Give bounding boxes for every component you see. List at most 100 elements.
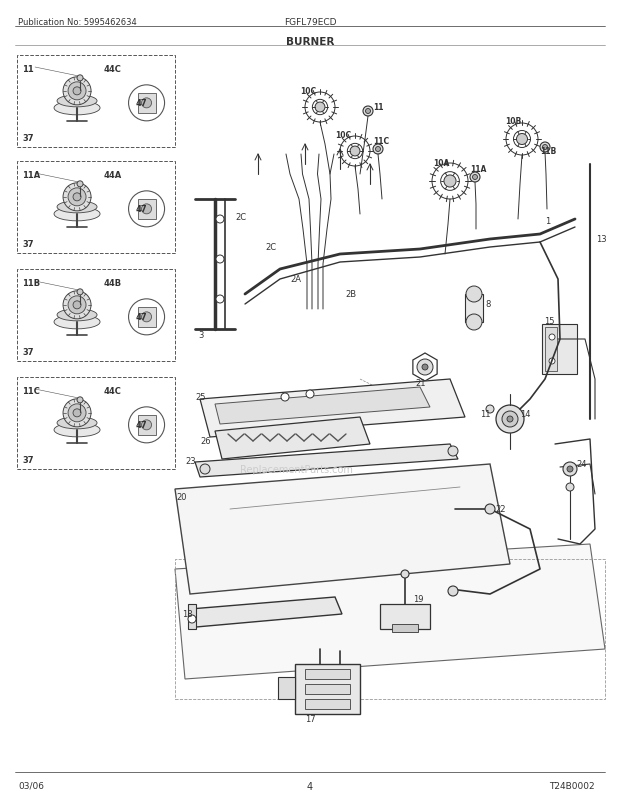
Text: 19: 19 bbox=[413, 595, 423, 604]
Bar bbox=[305, 669, 350, 679]
Polygon shape bbox=[195, 444, 458, 477]
Circle shape bbox=[422, 365, 428, 371]
Text: Publication No: 5995462634: Publication No: 5995462634 bbox=[18, 18, 137, 27]
Circle shape bbox=[200, 464, 210, 475]
Circle shape bbox=[141, 99, 151, 109]
Circle shape bbox=[77, 290, 83, 295]
Text: FGFL79ECD: FGFL79ECD bbox=[284, 18, 336, 27]
Bar bbox=[465, 294, 483, 322]
Text: 10C: 10C bbox=[300, 87, 316, 96]
Bar bbox=[380, 604, 430, 630]
Text: 14: 14 bbox=[520, 410, 531, 419]
Text: 11C: 11C bbox=[22, 387, 40, 395]
Circle shape bbox=[281, 394, 289, 402]
Text: 03/06: 03/06 bbox=[18, 781, 44, 790]
Text: 44A: 44A bbox=[104, 171, 122, 180]
Polygon shape bbox=[188, 604, 196, 630]
Circle shape bbox=[68, 188, 86, 207]
Circle shape bbox=[128, 407, 164, 444]
Circle shape bbox=[444, 176, 456, 188]
Circle shape bbox=[485, 504, 495, 514]
Bar bbox=[17, 269, 175, 362]
Text: 11C: 11C bbox=[373, 137, 389, 146]
Text: 10B: 10B bbox=[505, 117, 521, 127]
Bar bbox=[17, 162, 175, 253]
Circle shape bbox=[141, 420, 151, 431]
Text: 10C: 10C bbox=[335, 132, 351, 140]
Circle shape bbox=[466, 314, 482, 330]
Text: 37: 37 bbox=[22, 347, 33, 357]
Text: 25: 25 bbox=[195, 393, 205, 402]
Text: 47: 47 bbox=[136, 421, 148, 430]
Ellipse shape bbox=[54, 423, 100, 437]
Bar bbox=[175, 559, 605, 699]
Text: 22: 22 bbox=[495, 505, 505, 514]
Text: 37: 37 bbox=[22, 456, 33, 464]
Ellipse shape bbox=[57, 201, 97, 213]
Circle shape bbox=[68, 297, 86, 314]
Circle shape bbox=[470, 172, 480, 183]
Bar bbox=[295, 664, 360, 714]
Ellipse shape bbox=[57, 95, 97, 107]
Circle shape bbox=[376, 148, 381, 152]
Circle shape bbox=[542, 145, 547, 150]
Text: 21: 21 bbox=[415, 379, 425, 388]
Circle shape bbox=[63, 399, 91, 427]
Circle shape bbox=[401, 570, 409, 578]
Circle shape bbox=[563, 463, 577, 476]
Text: 2C: 2C bbox=[235, 213, 246, 222]
Circle shape bbox=[216, 296, 224, 304]
Text: ReplacementParts.com: ReplacementParts.com bbox=[240, 464, 353, 475]
Bar bbox=[138, 415, 156, 435]
Circle shape bbox=[77, 75, 83, 82]
Circle shape bbox=[128, 192, 164, 228]
Bar bbox=[17, 56, 175, 148]
Text: 11: 11 bbox=[480, 410, 490, 419]
Circle shape bbox=[448, 447, 458, 456]
Circle shape bbox=[73, 87, 81, 95]
Text: 11A: 11A bbox=[470, 165, 486, 174]
Bar bbox=[545, 327, 557, 371]
Bar bbox=[542, 325, 577, 375]
Circle shape bbox=[486, 406, 494, 414]
Circle shape bbox=[466, 286, 482, 302]
Bar bbox=[138, 94, 156, 114]
Circle shape bbox=[567, 467, 573, 472]
Text: T24B0002: T24B0002 bbox=[549, 781, 595, 790]
Text: 4: 4 bbox=[307, 781, 313, 791]
Circle shape bbox=[73, 193, 81, 201]
Circle shape bbox=[306, 391, 314, 399]
Circle shape bbox=[366, 109, 371, 115]
Circle shape bbox=[63, 184, 91, 212]
Text: 37: 37 bbox=[22, 240, 33, 249]
Text: 11: 11 bbox=[22, 65, 33, 74]
Polygon shape bbox=[190, 597, 342, 627]
Text: 26: 26 bbox=[200, 437, 211, 446]
Text: 24: 24 bbox=[576, 460, 587, 469]
Bar bbox=[278, 677, 295, 699]
Circle shape bbox=[373, 145, 383, 155]
Ellipse shape bbox=[54, 315, 100, 330]
Text: 15: 15 bbox=[544, 317, 554, 326]
Text: 18: 18 bbox=[182, 610, 193, 618]
Text: 3: 3 bbox=[198, 331, 203, 340]
Circle shape bbox=[63, 291, 91, 319]
Text: 20: 20 bbox=[176, 493, 187, 502]
Circle shape bbox=[63, 78, 91, 106]
Circle shape bbox=[540, 143, 550, 153]
Ellipse shape bbox=[57, 310, 97, 322]
Circle shape bbox=[128, 86, 164, 122]
Polygon shape bbox=[175, 464, 510, 594]
Text: 1: 1 bbox=[545, 217, 550, 226]
Circle shape bbox=[77, 181, 83, 188]
Bar bbox=[392, 624, 418, 632]
Circle shape bbox=[549, 334, 555, 341]
Ellipse shape bbox=[57, 417, 97, 429]
Circle shape bbox=[502, 411, 518, 427]
Circle shape bbox=[549, 358, 555, 365]
Polygon shape bbox=[200, 379, 465, 437]
Circle shape bbox=[141, 205, 151, 215]
Circle shape bbox=[417, 359, 433, 375]
Text: 44C: 44C bbox=[104, 387, 122, 395]
Text: 37: 37 bbox=[22, 134, 33, 143]
